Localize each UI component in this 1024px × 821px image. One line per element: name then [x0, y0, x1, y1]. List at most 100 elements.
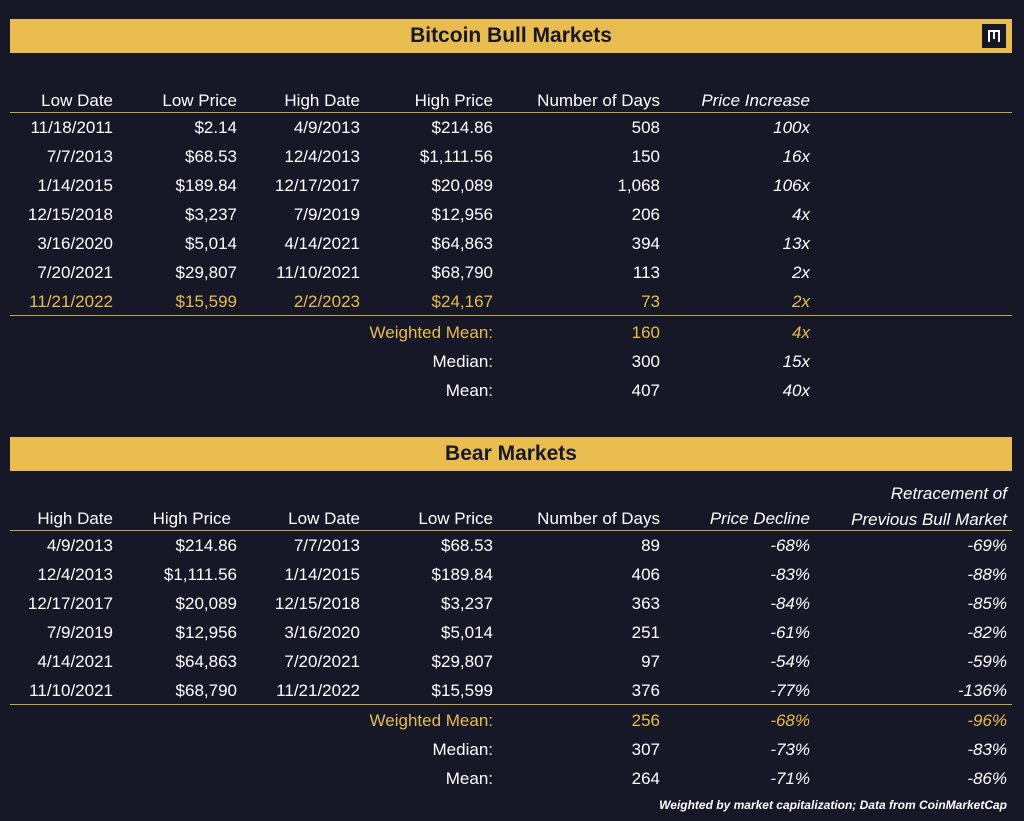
- bear-table-cell: $3,237: [441, 594, 493, 613]
- bear-table-cell: $20,089: [175, 594, 237, 613]
- bear-table-cell: 406: [631, 565, 660, 584]
- bear-table-cell: $64,863: [175, 652, 237, 671]
- bear-summary-cell: Weighted Mean:: [369, 711, 493, 730]
- bear-header-cell: Low Price: [418, 509, 493, 528]
- bear-summary-cell: -73%: [770, 740, 810, 759]
- bull-table-cell: 12/17/2017: [274, 176, 360, 195]
- bear-header-cell: Retracement of: [890, 484, 1007, 503]
- bear-table-cell: 251: [631, 623, 660, 642]
- bear-header-cell: Price Decline: [709, 509, 810, 528]
- bear-table-cell: 12/15/2018: [274, 594, 360, 613]
- bear-table-cell: $68,790: [175, 681, 237, 700]
- bull-table-cell: 7/20/2021: [37, 263, 113, 282]
- bear-header-cell: Low Date: [288, 509, 360, 528]
- bull-markets-banner: Bitcoin Bull Markets: [10, 19, 1012, 53]
- pantera-logo-icon: [982, 24, 1006, 48]
- bear-table-cell: -82%: [967, 623, 1007, 642]
- bull-table-cell: $68.53: [185, 147, 237, 166]
- bull-table-cell: 508: [631, 118, 660, 137]
- bear-table-cell: 4/9/2013: [46, 536, 113, 555]
- bear-table-cell: 12/17/2017: [27, 594, 113, 613]
- bull-table-cell: 100x: [773, 118, 810, 137]
- bull-table-cell: $68,790: [431, 263, 493, 282]
- bull-table-cell: 106x: [773, 176, 810, 195]
- bull-table-cell: $189.84: [175, 176, 237, 195]
- bear-header-cell: High Price: [152, 509, 231, 528]
- bear-table-cell: -77%: [770, 681, 810, 700]
- bear-summary-cell: 256: [631, 711, 660, 730]
- bear-summary-cell: -86%: [967, 769, 1007, 788]
- bear-table-cell: -136%: [957, 681, 1007, 700]
- bull-table-cell: 11/10/2021: [276, 263, 360, 282]
- bear-summary-cell: 307: [631, 740, 660, 759]
- bear-table-cell: 7/9/2019: [46, 623, 113, 642]
- bull-table-cell: 150: [631, 147, 660, 166]
- bull-table-cell: 7/7/2013: [46, 147, 113, 166]
- bull-table-cell: $5,014: [185, 234, 237, 253]
- bear-table-cell: 11/10/2021: [29, 681, 113, 700]
- bull-summary-cell: Median:: [432, 352, 493, 371]
- bear-table-cell: $189.84: [431, 565, 493, 584]
- bull-table-cell: $2.14: [194, 118, 237, 137]
- bear-table-cell: 11/21/2022: [276, 681, 360, 700]
- bull-summary-cell: Weighted Mean:: [369, 323, 493, 342]
- bull-table-cell: 4x: [792, 205, 810, 224]
- bear-table-cell: -84%: [770, 594, 810, 613]
- bear-table-cell: -54%: [770, 652, 810, 671]
- bear-table-cell: 7/7/2013: [293, 536, 360, 555]
- bull-summary-cell: 300: [631, 352, 660, 371]
- bull-table-cell: 2/2/2023: [293, 292, 360, 311]
- bear-table-cell: 376: [631, 681, 660, 700]
- bull-table-cell: $20,089: [431, 176, 493, 195]
- bull-header-rule: [10, 112, 1012, 113]
- bull-table-cell: 2x: [792, 263, 810, 282]
- bear-table-cell: $29,807: [431, 652, 493, 671]
- footnote: Weighted by market capitalization; Data …: [659, 798, 1007, 812]
- bull-summary-cell: 40x: [782, 381, 810, 400]
- bull-table-cell: $24,167: [431, 292, 493, 311]
- bear-markets-title: Bear Markets: [445, 442, 577, 465]
- bear-table-cell: $214.86: [175, 536, 237, 555]
- bear-table-cell: -68%: [770, 536, 810, 555]
- bear-table-cell: 3/16/2020: [284, 623, 360, 642]
- bull-summary-cell: 15x: [782, 352, 810, 371]
- bear-summary-cell: -83%: [967, 740, 1007, 759]
- bear-table-cell: -88%: [967, 565, 1007, 584]
- bull-table-cell: 3/16/2020: [37, 234, 113, 253]
- bear-header-cell: Previous Bull Market: [851, 510, 1007, 529]
- bear-table-cell: 363: [631, 594, 660, 613]
- bull-markets-title: Bitcoin Bull Markets: [410, 24, 612, 47]
- bear-summary-cell: Mean:: [445, 769, 493, 788]
- bull-table-cell: 1/14/2015: [37, 176, 113, 195]
- bull-table-cell: 73: [641, 292, 660, 311]
- bear-summary-cell: -96%: [967, 711, 1007, 730]
- bull-table-cell: 4/14/2021: [284, 234, 360, 253]
- bear-table-cell: 89: [641, 536, 660, 555]
- bull-table-cell: $1,111.56: [419, 147, 493, 166]
- bull-table-cell: 394: [631, 234, 660, 253]
- bull-summary-rule: [10, 315, 1012, 316]
- bull-table-cell: $12,956: [431, 205, 493, 224]
- bear-table-cell: 97: [641, 652, 660, 671]
- bear-table-cell: 12/4/2013: [37, 565, 113, 584]
- bull-header-cell: High Date: [284, 91, 360, 110]
- bear-table-cell: -61%: [770, 623, 810, 642]
- bull-table-cell: 206: [631, 205, 660, 224]
- bear-table-cell: $68.53: [441, 536, 493, 555]
- bull-table-cell: 113: [632, 263, 660, 282]
- bull-table-cell: 16x: [782, 147, 810, 166]
- bear-header-cell: High Date: [37, 509, 113, 528]
- bull-header-cell: Low Date: [41, 91, 113, 110]
- bull-table-cell: 13x: [782, 234, 810, 253]
- bear-summary-cell: -68%: [770, 711, 810, 730]
- bull-summary-cell: 407: [631, 381, 660, 400]
- bull-table-cell: $3,237: [185, 205, 237, 224]
- bear-table-cell: $1,111.56: [163, 565, 237, 584]
- bull-table-cell: 12/15/2018: [27, 205, 113, 224]
- bull-header-cell: Low Price: [162, 91, 237, 110]
- bull-table-cell: 2x: [792, 292, 810, 311]
- bear-table-cell: -69%: [967, 536, 1007, 555]
- bear-markets-banner: Bear Markets: [10, 437, 1012, 471]
- bull-table-cell: $64,863: [431, 234, 493, 253]
- bear-table-cell: 1/14/2015: [284, 565, 360, 584]
